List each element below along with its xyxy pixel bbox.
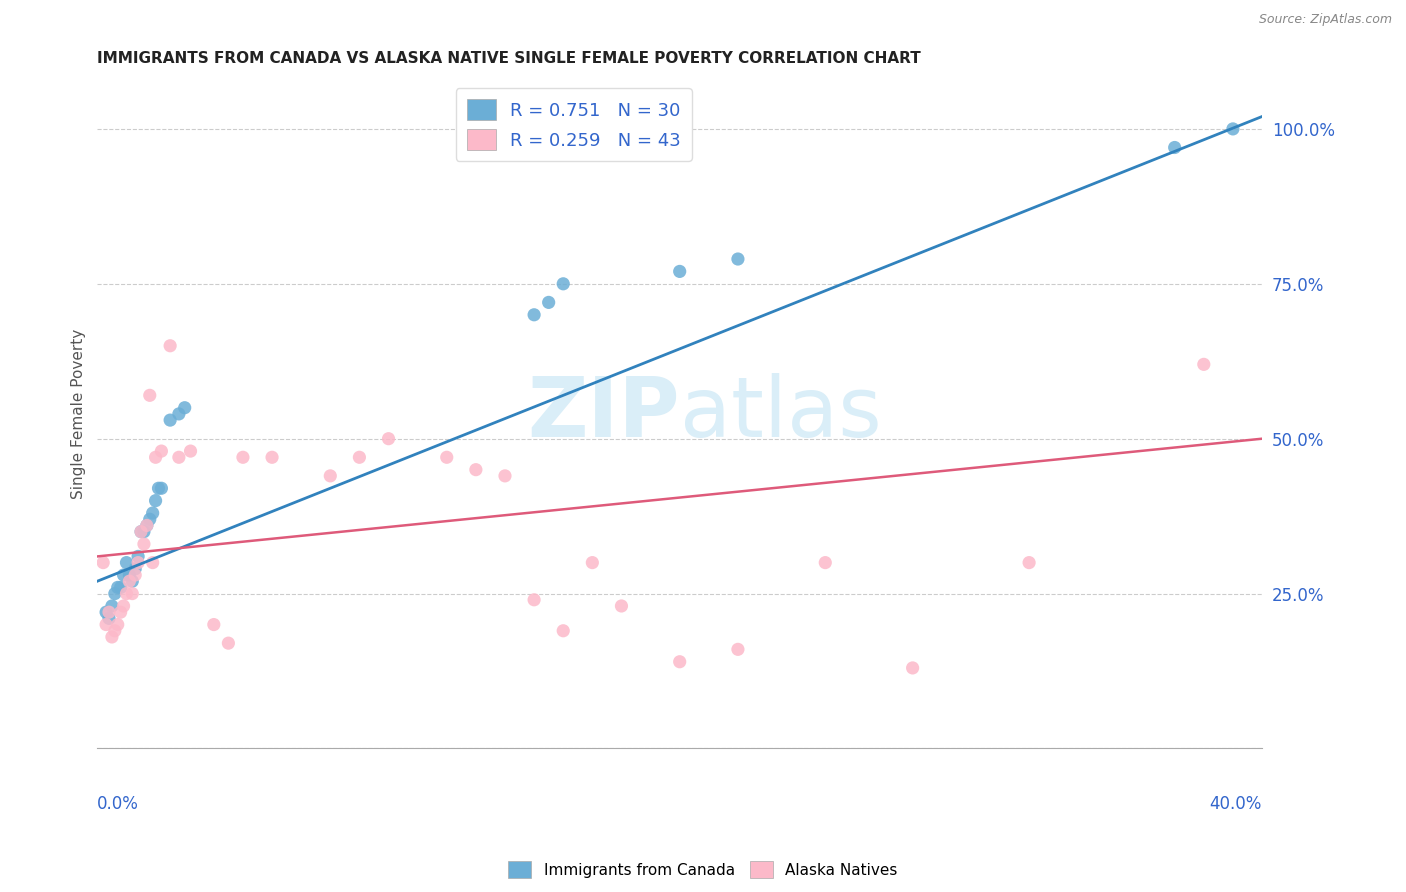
Point xyxy=(110,581,132,595)
Point xyxy=(610,599,633,613)
Point xyxy=(668,264,690,278)
Point xyxy=(104,624,127,638)
Point xyxy=(1192,357,1215,371)
Text: Source: ZipAtlas.com: Source: ZipAtlas.com xyxy=(1258,13,1392,27)
Point xyxy=(180,444,202,458)
Point xyxy=(148,481,170,495)
Point xyxy=(727,252,749,266)
Point xyxy=(349,450,371,465)
Point xyxy=(98,611,121,625)
Point xyxy=(494,468,516,483)
Point xyxy=(101,599,124,613)
Point xyxy=(167,407,190,421)
Point xyxy=(121,574,143,589)
Point xyxy=(901,661,924,675)
Point xyxy=(127,556,149,570)
Point xyxy=(523,592,546,607)
Point xyxy=(814,556,837,570)
Point xyxy=(523,308,546,322)
Point xyxy=(135,518,157,533)
Point xyxy=(537,295,560,310)
Point xyxy=(727,642,749,657)
Point xyxy=(1163,140,1185,154)
Point xyxy=(112,568,135,582)
Point xyxy=(110,605,132,619)
Text: 0.0%: 0.0% xyxy=(97,796,139,814)
Point xyxy=(107,617,129,632)
Point xyxy=(377,432,399,446)
Point xyxy=(202,617,225,632)
Text: 40.0%: 40.0% xyxy=(1209,796,1263,814)
Text: atlas: atlas xyxy=(679,374,882,454)
Point xyxy=(127,549,149,564)
Point xyxy=(132,537,155,551)
Point xyxy=(159,413,181,427)
Legend: Immigrants from Canada, Alaska Natives: Immigrants from Canada, Alaska Natives xyxy=(502,855,904,884)
Point xyxy=(173,401,195,415)
Text: IMMIGRANTS FROM CANADA VS ALASKA NATIVE SINGLE FEMALE POVERTY CORRELATION CHART: IMMIGRANTS FROM CANADA VS ALASKA NATIVE … xyxy=(97,51,921,66)
Point xyxy=(107,581,129,595)
Point xyxy=(118,568,141,582)
Point xyxy=(159,339,181,353)
Point xyxy=(132,524,155,539)
Point xyxy=(464,463,486,477)
Point xyxy=(1018,556,1040,570)
Point xyxy=(118,574,141,589)
Point xyxy=(104,586,127,600)
Point xyxy=(101,630,124,644)
Point xyxy=(98,605,121,619)
Point xyxy=(129,524,152,539)
Point xyxy=(145,493,167,508)
Point xyxy=(139,512,162,526)
Point xyxy=(94,605,117,619)
Point xyxy=(581,556,603,570)
Point xyxy=(142,506,165,520)
Point xyxy=(145,450,167,465)
Point xyxy=(142,556,165,570)
Point xyxy=(115,586,138,600)
Point xyxy=(91,556,114,570)
Text: ZIP: ZIP xyxy=(527,374,679,454)
Y-axis label: Single Female Poverty: Single Female Poverty xyxy=(72,329,86,499)
Point xyxy=(139,388,162,402)
Point xyxy=(668,655,690,669)
Point xyxy=(436,450,458,465)
Point xyxy=(150,481,173,495)
Point xyxy=(167,450,190,465)
Point xyxy=(135,518,157,533)
Point xyxy=(260,450,283,465)
Point xyxy=(112,599,135,613)
Point xyxy=(121,586,143,600)
Point xyxy=(124,568,146,582)
Legend: R = 0.751   N = 30, R = 0.259   N = 43: R = 0.751 N = 30, R = 0.259 N = 43 xyxy=(456,88,692,161)
Point xyxy=(319,468,342,483)
Point xyxy=(217,636,239,650)
Point xyxy=(150,444,173,458)
Point xyxy=(94,617,117,632)
Point xyxy=(1222,122,1244,136)
Point xyxy=(129,524,152,539)
Point xyxy=(124,562,146,576)
Point xyxy=(115,556,138,570)
Point xyxy=(553,277,575,291)
Point xyxy=(553,624,575,638)
Point xyxy=(232,450,254,465)
